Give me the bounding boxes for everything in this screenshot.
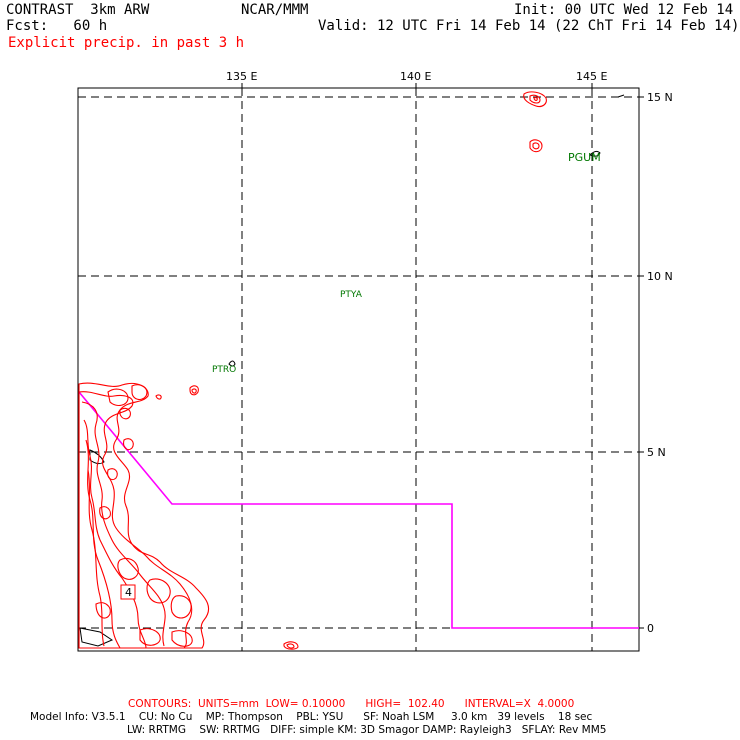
valid-time: Valid: 12 UTC Fri 14 Feb 14 (22 ChT Fri …: [318, 18, 740, 34]
contours-info: CONTOURS: UNITS=mm LOW= 0.10000 HIGH= 10…: [128, 698, 575, 710]
lon-label-135: 135 E: [226, 70, 258, 83]
coastlines: [79, 94, 625, 647]
grid-lines: [78, 88, 639, 651]
model-info-line-1: Model Info: V3.5.1 CU: No Cu MP: Thompso…: [30, 711, 593, 723]
lat-label-10: 10 N: [647, 270, 673, 283]
contour-label: 4: [125, 586, 132, 599]
station-ptro: PTRO: [212, 365, 237, 375]
contour-label-box: [120, 584, 136, 600]
ticks: [241, 83, 644, 629]
boundary-line: [78, 391, 639, 629]
forecast-hour: Fcst: 60 h: [6, 18, 108, 34]
station-pgum: PGUM: [568, 151, 601, 164]
lat-label-5: 5 N: [647, 446, 666, 459]
lon-label-145: 145 E: [576, 70, 608, 83]
lat-label-0: 0: [647, 622, 654, 635]
map-frame: [77, 87, 640, 652]
station-ptya: PTYA: [340, 290, 362, 300]
model-title: CONTRAST 3km ARW: [6, 2, 150, 18]
init-time: Init: 00 UTC Wed 12 Feb 14: [514, 2, 734, 18]
model-info-line-2: LW: RRTMG SW: RRTMG DIFF: simple KM: 3D …: [127, 724, 607, 736]
lon-label-140: 140 E: [400, 70, 432, 83]
lat-label-15: 15 N: [647, 91, 673, 104]
center-title: NCAR/MMM: [241, 2, 309, 18]
precip-contours: [78, 91, 547, 650]
field-title: Explicit precip. in past 3 h: [8, 35, 245, 51]
